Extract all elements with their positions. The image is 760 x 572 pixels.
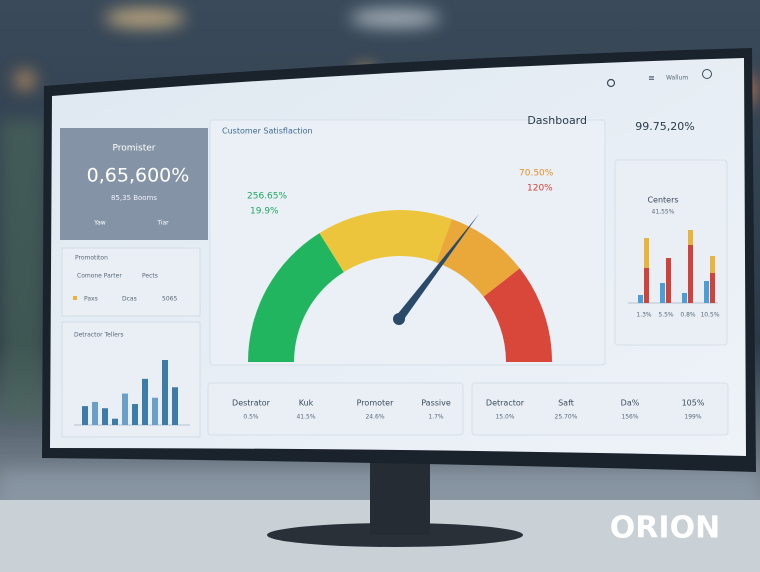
bar xyxy=(92,401,98,425)
stand-neck xyxy=(370,455,430,535)
centers-subtitle: 41,55% xyxy=(652,209,675,216)
gauge-label: 120% xyxy=(527,184,553,194)
bar xyxy=(172,387,178,425)
bar xyxy=(112,418,118,425)
gauge-label: 256.65% xyxy=(247,192,287,202)
metric-value: 156% xyxy=(621,414,638,421)
gauge-segment xyxy=(248,233,344,362)
detractor-bars xyxy=(74,360,190,426)
gauge xyxy=(248,210,552,362)
bar xyxy=(142,378,148,425)
dashboard-heading: Dashboard xyxy=(527,114,587,127)
centers-title: Centers xyxy=(647,196,678,205)
legend-dot xyxy=(73,296,77,300)
centers-headline: 99.75,20% xyxy=(635,120,694,133)
bar xyxy=(682,293,687,303)
bar xyxy=(644,238,649,268)
bar xyxy=(704,281,709,303)
gauge-segment xyxy=(436,219,520,297)
metric-value: 199% xyxy=(684,414,701,421)
gauge-label: 70.50% xyxy=(519,169,554,179)
search-icon[interactable] xyxy=(606,78,616,88)
bar xyxy=(162,360,168,425)
info-icon[interactable] xyxy=(702,69,712,79)
user-name[interactable]: Wallum xyxy=(666,75,688,82)
metric-value: 41.5% xyxy=(296,414,315,421)
summary-column: Pects xyxy=(142,273,158,280)
metric-value: 25.70% xyxy=(555,414,578,421)
metric-label: Passive xyxy=(421,399,451,408)
kpi-sub: 85,35 Booms xyxy=(111,194,157,202)
kpi-value: 0,65,600% xyxy=(87,165,190,187)
metric-value: 0.5% xyxy=(243,414,259,421)
bar xyxy=(82,406,88,425)
kpi-item: Tiar xyxy=(156,220,169,227)
bar xyxy=(132,404,138,425)
centers-bars: 1.3% 5.5% 0.8% 10.5% xyxy=(628,230,720,319)
metric-label: Destrator xyxy=(232,399,271,408)
x-tick-label: 0.8% xyxy=(680,312,696,319)
metric-label: 105% xyxy=(682,399,705,408)
bar xyxy=(102,408,108,425)
detractor-title: Detractor Tellers xyxy=(74,332,123,339)
summary-cell: Dcas xyxy=(122,296,137,303)
metric-label: Da% xyxy=(621,399,640,408)
metrics: Destrator 0.5% Kuk 41.5% Promoter 24.6% Passiv… xyxy=(232,399,705,421)
bar xyxy=(644,268,649,303)
metric-value: 1.7% xyxy=(428,414,444,421)
bar xyxy=(122,393,128,425)
bar xyxy=(152,397,158,425)
metrics-card xyxy=(207,382,464,436)
summary-cell: 5065 xyxy=(162,296,177,303)
bar xyxy=(660,283,665,303)
logo: ORION xyxy=(610,511,720,546)
kpi-card xyxy=(60,128,208,240)
bar xyxy=(710,256,715,273)
bar xyxy=(688,230,693,245)
summary-cell: Paxs xyxy=(84,296,98,303)
bar xyxy=(638,295,643,303)
gauge-title: Customer Satisflaction xyxy=(222,127,313,136)
summary-title: Promotiton xyxy=(75,255,108,262)
metric-value: 15.0% xyxy=(495,414,514,421)
x-tick-label: 1.3% xyxy=(636,312,652,319)
menu-icon[interactable]: ≡ xyxy=(648,74,655,83)
gauge-pivot xyxy=(393,313,405,325)
metric-label: Kuk xyxy=(299,399,314,408)
summary-card xyxy=(61,247,201,317)
bar xyxy=(688,245,693,303)
kpi-label: Promister xyxy=(112,144,155,154)
gauge-label: 19.9% xyxy=(250,207,279,217)
metrics-card xyxy=(471,382,729,436)
gauge-segment xyxy=(319,210,452,273)
metric-value: 24.6% xyxy=(365,414,384,421)
kpi-item: Yaw xyxy=(93,220,106,227)
gauge-segment xyxy=(483,268,552,362)
gauge-needle xyxy=(396,214,479,322)
bar xyxy=(666,258,671,303)
x-tick-label: 5.5% xyxy=(658,312,674,319)
x-tick-label: 10.5% xyxy=(700,312,719,319)
bar xyxy=(710,273,715,303)
metric-label: Detractor xyxy=(486,399,525,408)
summary-column: Comone Parter xyxy=(77,273,122,280)
metric-label: Promoter xyxy=(357,399,394,408)
metric-label: Saft xyxy=(558,399,574,408)
